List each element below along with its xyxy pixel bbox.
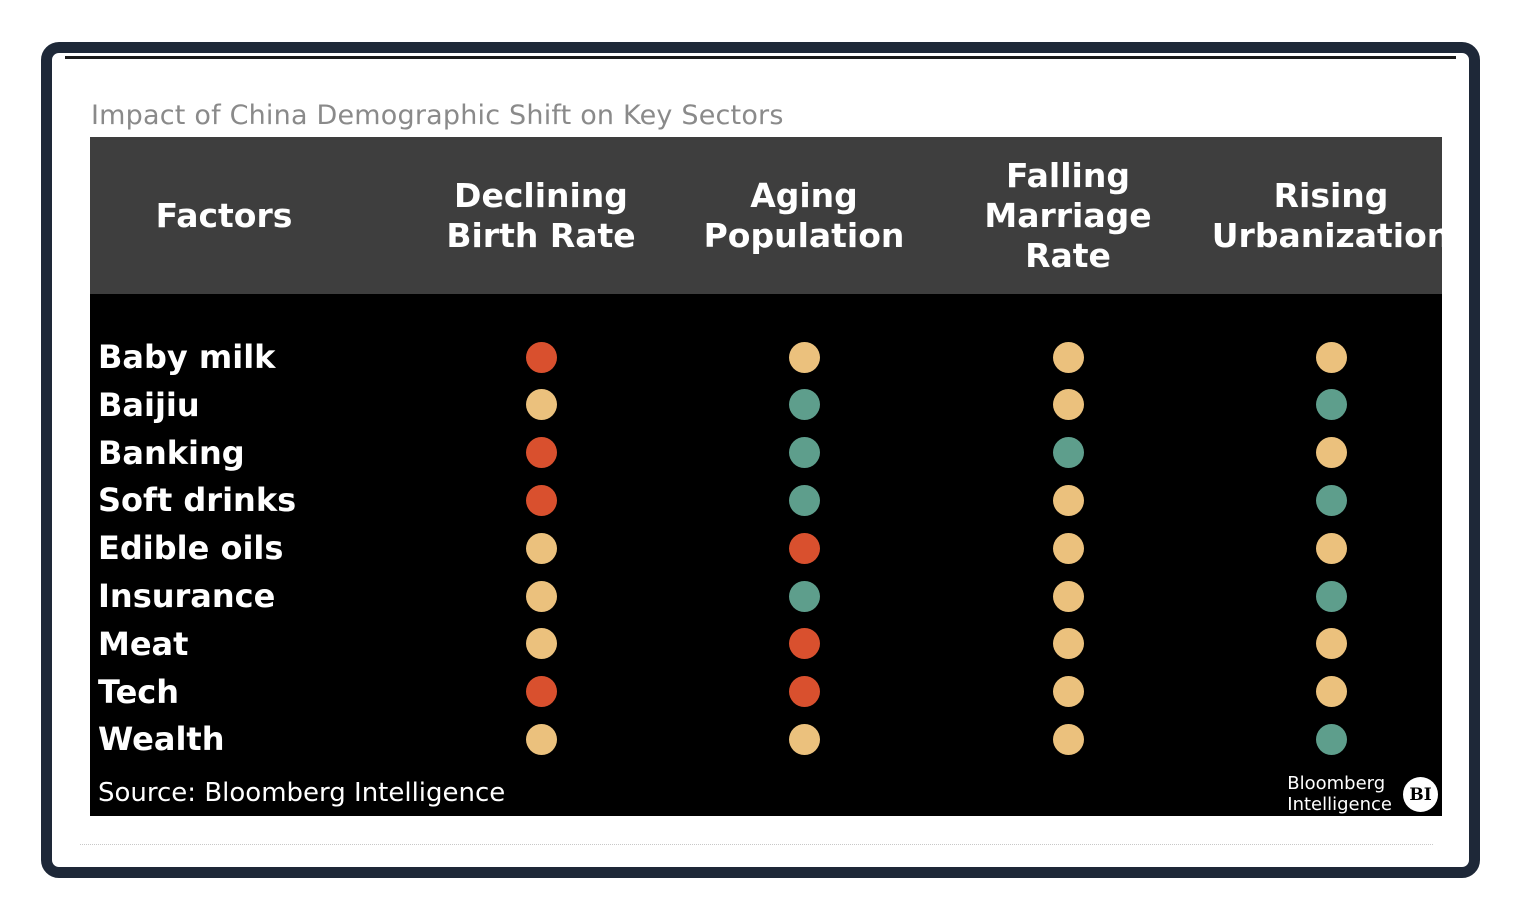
impact-dot-yellow <box>525 389 557 421</box>
source-note: Source: Bloomberg Intelligence <box>98 778 506 808</box>
impact-dot-yellow <box>1052 389 1084 421</box>
impact-dot-green <box>788 389 820 421</box>
table-panel: Factors Declining Birth Rate Aging Popula… <box>90 137 1450 816</box>
header-col-2: Aging Population <box>703 175 905 255</box>
impact-dot-yellow <box>525 580 557 612</box>
impact-dot-red <box>788 532 820 564</box>
row-label: Soft drinks <box>98 481 297 520</box>
impact-dot-yellow <box>1315 532 1347 564</box>
bi-logo-icon: BI <box>1403 777 1438 812</box>
impact-dot-green <box>1315 484 1347 516</box>
header-col-3: Falling Marriage Rate <box>984 155 1152 275</box>
chart-frame: Impact of China Demographic Shift on Key… <box>41 42 1480 878</box>
row-label: Meat <box>98 624 189 663</box>
row-label: Banking <box>98 433 245 472</box>
header-col-4: Rising Urbanization <box>1211 175 1451 255</box>
impact-dot-yellow <box>1052 532 1084 564</box>
table-header: Factors Declining Birth Rate Aging Popula… <box>90 137 1450 294</box>
impact-dot-yellow <box>1052 580 1084 612</box>
impact-dot-yellow <box>525 532 557 564</box>
impact-dot-green <box>1315 723 1347 755</box>
impact-dot-green <box>1315 580 1347 612</box>
top-rule <box>65 56 1456 59</box>
impact-dot-yellow <box>1052 341 1084 373</box>
row-label: Tech <box>98 672 180 711</box>
bottom-rule <box>80 844 1433 845</box>
impact-dot-yellow <box>1052 484 1084 516</box>
brand-name: Bloomberg Intelligence <box>1287 773 1392 815</box>
impact-dot-yellow <box>788 723 820 755</box>
impact-dot-yellow <box>788 341 820 373</box>
impact-dot-red <box>788 628 820 660</box>
impact-dot-red <box>525 437 557 469</box>
impact-dot-yellow <box>1052 723 1084 755</box>
impact-dot-red <box>525 341 557 373</box>
row-label: Insurance <box>98 577 276 615</box>
header-col-1: Declining Birth Rate <box>446 175 636 255</box>
impact-dot-red <box>525 676 557 708</box>
chart-title: Impact of China Demographic Shift on Key… <box>91 100 784 131</box>
impact-dot-yellow <box>1052 628 1084 660</box>
impact-dot-yellow <box>525 723 557 755</box>
impact-dot-green <box>1315 389 1347 421</box>
row-label: Baby milk <box>98 338 276 376</box>
impact-dot-red <box>788 676 820 708</box>
row-label: Baijiu <box>98 385 200 424</box>
impact-dot-yellow <box>1052 676 1084 708</box>
impact-dot-green <box>788 580 820 612</box>
impact-dot-green <box>788 484 820 516</box>
impact-dot-yellow <box>1315 676 1347 708</box>
impact-dot-yellow <box>1315 341 1347 373</box>
impact-dot-yellow <box>525 628 557 660</box>
row-label: Wealth <box>98 720 225 759</box>
header-factors: Factors <box>155 195 293 235</box>
impact-dot-red <box>525 484 557 516</box>
row-label: Edible oils <box>98 529 284 568</box>
impact-dot-yellow <box>1315 628 1347 660</box>
impact-dot-green <box>788 437 820 469</box>
impact-dot-green <box>1052 437 1084 469</box>
impact-dot-yellow <box>1315 437 1347 469</box>
